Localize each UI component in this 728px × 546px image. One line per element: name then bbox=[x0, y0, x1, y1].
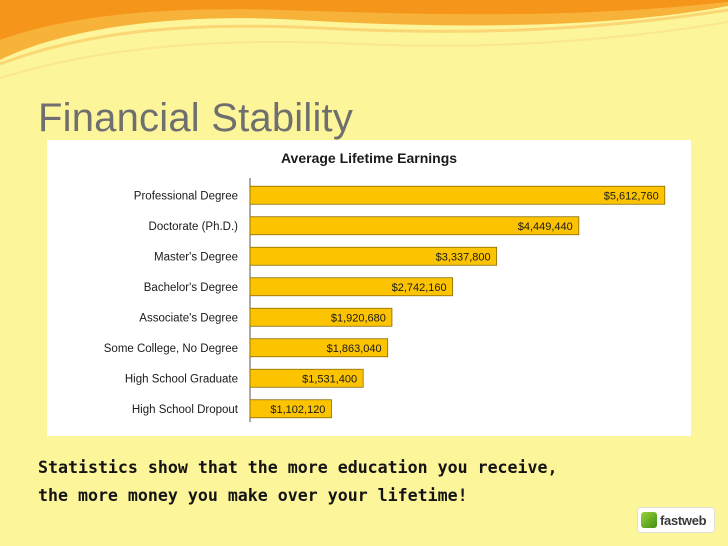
data-label: $1,102,120 bbox=[270, 404, 325, 416]
category-label: Master's Degree bbox=[154, 251, 238, 263]
bar bbox=[249, 307, 393, 327]
category-label: Some College, No Degree bbox=[104, 343, 238, 355]
fastweb-logo: fastweb bbox=[638, 508, 714, 532]
data-label: $1,863,040 bbox=[327, 343, 382, 355]
data-label: $1,531,400 bbox=[302, 373, 357, 385]
bars-layer: Professional Degree $5,612,760 Doctorate (… bbox=[104, 185, 666, 419]
fastweb-logo-icon bbox=[641, 512, 657, 528]
category-label: High School Dropout bbox=[132, 404, 239, 416]
category-label: High School Graduate bbox=[125, 373, 238, 385]
bar bbox=[249, 399, 332, 419]
fastweb-logo-text: fastweb bbox=[660, 512, 707, 528]
data-label: $4,449,440 bbox=[518, 221, 573, 233]
bar bbox=[249, 338, 389, 358]
data-label: $5,612,760 bbox=[604, 190, 659, 202]
caption: Statistics show that the more education … bbox=[38, 454, 698, 510]
bar bbox=[249, 246, 498, 266]
category-label: Bachelor's Degree bbox=[144, 282, 238, 294]
data-label: $2,742,160 bbox=[392, 282, 447, 294]
category-label: Doctorate (Ph.D.) bbox=[149, 221, 239, 233]
bar bbox=[249, 277, 454, 297]
slide-title: Financial Stability bbox=[38, 96, 354, 140]
category-label: Associate's Degree bbox=[139, 312, 238, 324]
caption-line-2: the more money you make over your lifeti… bbox=[38, 486, 468, 505]
earnings-bar-chart: Average Lifetime Earnings Professional D… bbox=[104, 150, 666, 422]
caption-line-1: Statistics show that the more education … bbox=[38, 458, 558, 477]
bar bbox=[249, 368, 364, 388]
bar bbox=[249, 216, 580, 236]
chart-title: Average Lifetime Earnings bbox=[281, 150, 457, 166]
chart-panel: Average Lifetime Earnings Professional D… bbox=[47, 140, 691, 436]
data-label: $3,337,800 bbox=[436, 251, 491, 263]
category-label: Professional Degree bbox=[134, 190, 238, 202]
header-swoosh bbox=[0, 0, 728, 79]
data-label: $1,920,680 bbox=[331, 312, 386, 324]
bar bbox=[249, 185, 666, 205]
